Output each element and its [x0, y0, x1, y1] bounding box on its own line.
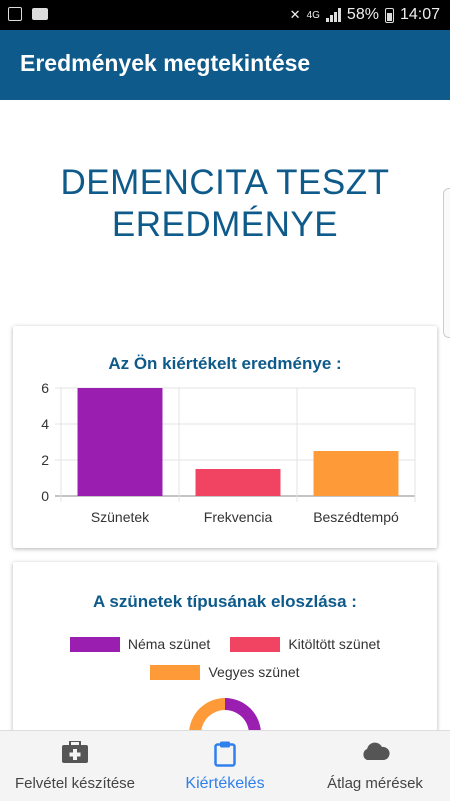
folder-notification-icon: [32, 8, 48, 20]
x-tick-label: Frekvencia: [204, 509, 273, 525]
legend-swatch-mixed: [150, 664, 201, 680]
network-4g-icon: 4G: [306, 9, 320, 21]
legend-label: Vegyes szünet: [208, 664, 300, 680]
legend-item[interactable]: Kitöltött szünet: [230, 636, 380, 652]
battery-percent: 58%: [346, 6, 379, 23]
pie-chart-title: A szünetek típusának eloszlása :: [93, 592, 357, 611]
nav-felvetel[interactable]: Felvétel készítése: [0, 731, 150, 801]
nav-label: Átlag mérések: [327, 775, 423, 792]
cloud-icon: [363, 742, 390, 760]
legend-label: Kitöltött szünet: [288, 636, 381, 652]
nav-atlag[interactable]: Átlag mérések: [300, 731, 450, 801]
bar-2: [195, 469, 281, 496]
legend-swatch-filled: [230, 636, 281, 652]
results-bar-chart: 0 2 4 6 Szünetek Frekvencia Beszédtempó: [41, 380, 416, 525]
pie-legend-row2: Vegyes szünet: [13, 664, 437, 680]
bar-1: [77, 388, 163, 496]
bottom-navigation: Felvétel készítése Kiértékelés Átlag mér…: [0, 730, 450, 801]
legend-swatch-silent: [69, 636, 120, 652]
bar-3: [313, 451, 399, 496]
mute-icon: ✕: [289, 7, 301, 22]
battery-icon: [384, 7, 394, 23]
status-bar: ✕ 4G 58% 14:07: [0, 0, 450, 30]
bar-chart-title: Az Ön kiértékelt eredménye :: [108, 354, 342, 373]
nav-label: Felvétel készítése: [14, 775, 136, 792]
results-bar-chart-card: Az Ön kiértékelt eredménye : 0 2 4 6 Szünete…: [13, 326, 437, 548]
signal-icon: [325, 8, 341, 22]
app-bar-title: Eredmények megtekintése: [20, 50, 311, 76]
page-title-line1: DEMENCITA TESZT: [60, 163, 390, 202]
legend-item[interactable]: Vegyes szünet: [150, 664, 300, 680]
y-tick-label: 6: [41, 380, 49, 396]
y-tick-label: 2: [41, 452, 49, 468]
donut-slice-mixed: [189, 698, 225, 730]
app-bar: Eredmények megtekintése: [0, 30, 450, 100]
scroll-edge-handle[interactable]: [443, 188, 450, 338]
y-tick-label: 0: [41, 488, 49, 504]
y-tick-label: 4: [41, 416, 49, 432]
pause-distribution-card: A szünetek típusának eloszlása : Néma sz…: [13, 562, 437, 730]
x-tick-label: Szünetek: [91, 509, 150, 525]
clipboard-icon: [214, 741, 236, 767]
nav-label: Kiértékelés: [185, 775, 265, 792]
pie-legend-row1: Néma szünet Kitöltött szünet: [13, 636, 437, 652]
medical-kit-icon: [62, 741, 88, 763]
results-content[interactable]: DEMENCITA TESZT EREDMÉNYE Az Ön kiértéke…: [0, 100, 450, 730]
legend-label: Néma szünet: [127, 636, 211, 652]
page-title: DEMENCITA TESZT EREDMÉNYE: [0, 162, 450, 246]
gallery-notification-icon: [8, 7, 22, 21]
nav-kiertekeles[interactable]: Kiértékelés: [150, 731, 300, 801]
pause-donut-chart: [189, 698, 261, 730]
donut-slice-silent: [225, 698, 261, 730]
legend-item[interactable]: Néma szünet: [69, 636, 211, 652]
page-title-line2: EREDMÉNYE: [111, 205, 339, 244]
clock: 14:07: [399, 6, 440, 23]
x-tick-label: Beszédtempó: [313, 509, 399, 525]
